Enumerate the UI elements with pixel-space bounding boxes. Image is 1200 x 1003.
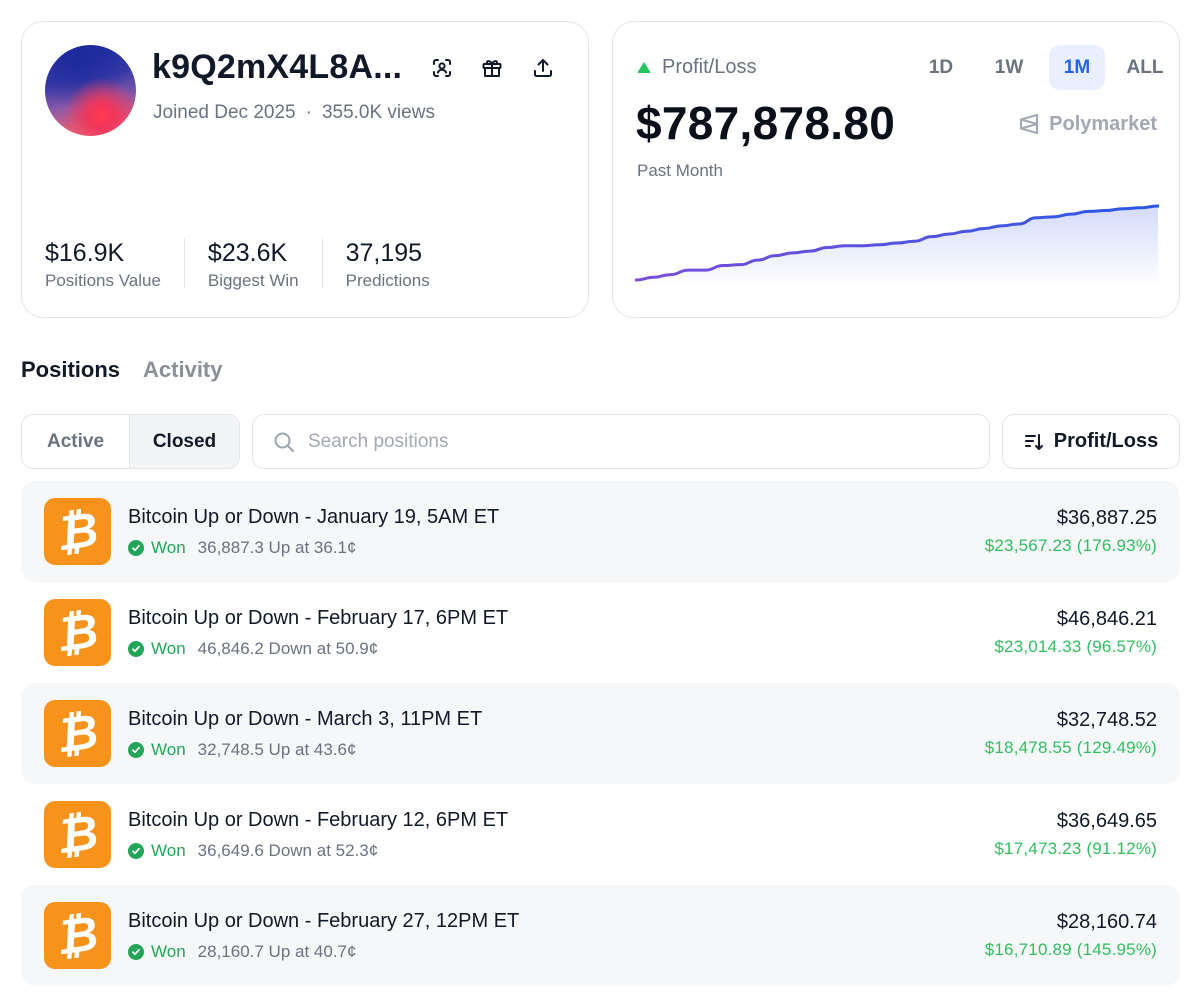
bitcoin-icon: ₿: [44, 599, 111, 666]
chart-line: [635, 204, 1159, 282]
position-title: Bitcoin Up or Down - February 27, 12PM E…: [128, 910, 520, 932]
joined-date: Joined Dec 2025: [153, 102, 296, 123]
bitcoin-symbol: ₿: [52, 904, 103, 967]
bitcoin-icon: ₿: [44, 498, 111, 565]
position-subtitle: Won 28,160.7 Up at 40.7¢: [128, 942, 356, 962]
pnl-card: Profit/Loss 1D 1W 1M ALL $787,878.80 Pol…: [612, 21, 1180, 318]
pnl-value: $787,878.80: [636, 97, 896, 149]
position-amount: $36,649.65: [1056, 810, 1157, 832]
search-icon: [274, 432, 294, 452]
range-1w[interactable]: 1W: [994, 56, 1024, 78]
stat-biggest-win: $23.6K Biggest Win: [207, 238, 323, 290]
range-selector: 1D 1W 1M ALL: [901, 45, 1173, 90]
position-amount: $36,887.25: [1056, 507, 1157, 529]
position-row[interactable]: ₿ Bitcoin Up or Down - February 12, 6PM …: [21, 784, 1180, 885]
position-title: Bitcoin Up or Down - February 17, 6PM ET: [128, 607, 509, 629]
view-count: 355.0K views: [321, 102, 435, 123]
filter-closed-button[interactable]: Closed: [129, 415, 239, 468]
profile-card: k9Q2mX4L8A... Joined Dec 2025 · 355.0K vie…: [21, 21, 589, 318]
position-row[interactable]: ₿ Bitcoin Up or Down - February 27, 12PM…: [21, 885, 1180, 986]
avatar[interactable]: [45, 45, 136, 136]
position-row[interactable]: ₿ Bitcoin Up or Down - January 19, 5AM E…: [21, 481, 1180, 582]
bitcoin-icon: ₿: [44, 801, 111, 868]
profile-meta: Joined Dec 2025 · 355.0K views: [153, 102, 435, 123]
range-1m[interactable]: 1M: [1049, 45, 1105, 90]
position-amount: $32,748.52: [1056, 709, 1157, 731]
sort-button[interactable]: Profit/Loss: [1002, 414, 1180, 469]
position-amount: $28,160.74: [1056, 911, 1157, 933]
position-detail: 28,160.7 Up at 40.7¢: [197, 942, 357, 961]
check-circle-icon: [128, 742, 144, 758]
bitcoin-symbol: ₿: [52, 803, 103, 866]
stat-value: 37,195: [345, 239, 423, 267]
gift-icon[interactable]: [477, 53, 507, 83]
polymarket-brand: Polymarket: [1017, 112, 1157, 136]
position-subtitle: Won 46,846.2 Down at 50.9¢: [128, 639, 378, 659]
position-detail: 36,649.6 Down at 52.3¢: [197, 841, 379, 860]
position-amount: $46,846.21: [1056, 608, 1157, 630]
search-box: [252, 414, 990, 469]
check-circle-icon: [128, 641, 144, 657]
status-text: Won: [151, 841, 186, 860]
position-row[interactable]: ₿ Bitcoin Up or Down - March 3, 11PM ET …: [21, 683, 1180, 784]
check-circle-icon: [128, 944, 144, 960]
sort-label: Profit/Loss: [1053, 430, 1159, 452]
scan-icon[interactable]: [427, 53, 457, 83]
filter-active-button[interactable]: Active: [22, 415, 129, 468]
position-gain: $23,567.23 (176.93%): [984, 536, 1157, 555]
position-gain: $23,014.33 (96.57%): [994, 637, 1157, 656]
position-gain: $18,478.55 (129.49%): [984, 738, 1157, 757]
status-text: Won: [151, 538, 186, 557]
position-title: Bitcoin Up or Down - January 19, 5AM ET: [128, 506, 500, 528]
username: k9Q2mX4L8A...: [152, 48, 403, 86]
share-icon[interactable]: [528, 53, 558, 83]
status-text: Won: [151, 639, 186, 658]
stat-label: Biggest Win: [207, 271, 299, 290]
bitcoin-symbol: ₿: [52, 601, 103, 664]
sort-icon: [1024, 433, 1043, 450]
search-input[interactable]: [308, 430, 948, 453]
main-tabs: Positions Activity: [21, 357, 223, 383]
pnl-chart: [635, 204, 1159, 286]
position-detail: 32,748.5 Up at 43.6¢: [197, 740, 357, 759]
stat-label: Predictions: [345, 271, 430, 290]
stat-positions-value: $16.9K Positions Value: [45, 238, 185, 290]
position-detail: 46,846.2 Down at 50.9¢: [197, 639, 379, 658]
tab-positions[interactable]: Positions: [21, 357, 121, 382]
positions-list: ₿ Bitcoin Up or Down - January 19, 5AM E…: [21, 481, 1180, 986]
bitcoin-symbol: ₿: [52, 702, 103, 765]
position-subtitle: Won 32,748.5 Up at 43.6¢: [128, 740, 356, 760]
pnl-label: Profit/Loss: [637, 56, 756, 79]
status-filter: Active Closed: [21, 414, 240, 469]
pnl-period: Past Month: [637, 161, 723, 180]
range-1d[interactable]: 1D: [928, 56, 954, 78]
bitcoin-symbol: ₿: [52, 500, 103, 563]
position-subtitle: Won 36,887.3 Up at 36.1¢: [128, 538, 356, 558]
position-title: Bitcoin Up or Down - March 3, 11PM ET: [128, 708, 483, 730]
trend-up-icon: [637, 62, 651, 73]
polymarket-logo-icon: [1020, 113, 1039, 135]
tab-activity[interactable]: Activity: [143, 357, 223, 382]
position-gain: $16,710.89 (145.95%): [984, 940, 1157, 959]
chart-area: [636, 206, 1158, 286]
check-circle-icon: [128, 843, 144, 859]
stat-value: $16.9K: [45, 239, 125, 267]
position-gain: $17,473.23 (91.12%): [994, 839, 1157, 858]
stat-label: Positions Value: [45, 271, 161, 290]
stat-value: $23.6K: [207, 239, 288, 267]
status-text: Won: [151, 740, 186, 759]
status-text: Won: [151, 942, 186, 961]
bitcoin-icon: ₿: [44, 902, 111, 969]
check-circle-icon: [128, 540, 144, 556]
bitcoin-icon: ₿: [44, 700, 111, 767]
position-row[interactable]: ₿ Bitcoin Up or Down - February 17, 6PM …: [21, 582, 1180, 683]
brand-name: Polymarket: [1049, 112, 1157, 135]
stat-predictions: 37,195 Predictions: [345, 238, 453, 290]
position-detail: 36,887.3 Up at 36.1¢: [197, 538, 357, 557]
range-all[interactable]: ALL: [1126, 56, 1164, 78]
profile-stats: $16.9K Positions Value $23.6K Biggest Wi…: [45, 238, 476, 290]
position-title: Bitcoin Up or Down - February 12, 6PM ET: [128, 809, 509, 831]
position-subtitle: Won 36,649.6 Down at 52.3¢: [128, 841, 378, 861]
pnl-label-text: Profit/Loss: [662, 56, 757, 78]
